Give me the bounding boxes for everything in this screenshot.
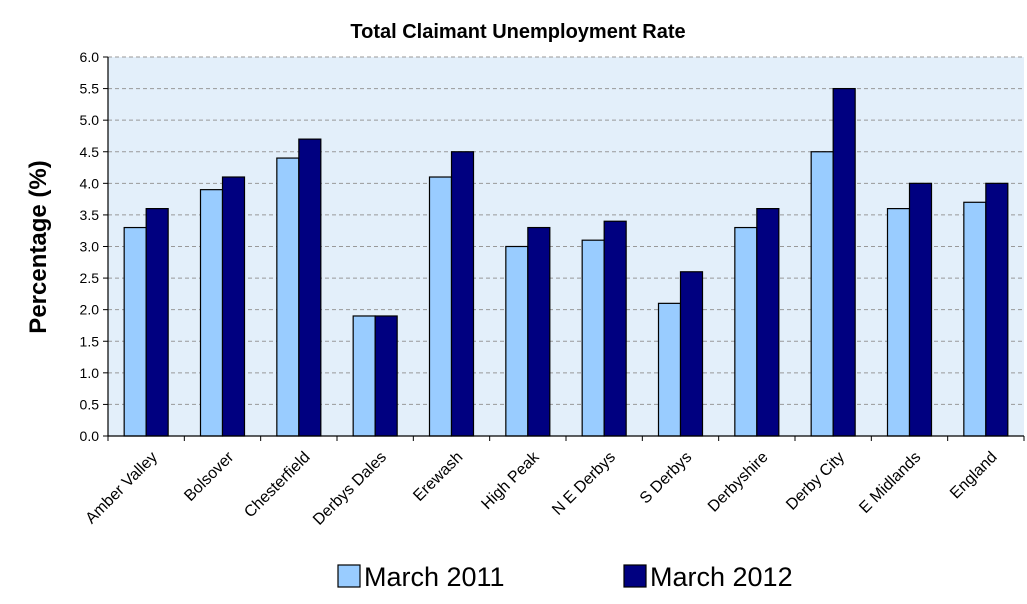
bar-march-2012 [221, 176, 246, 437]
x-tick-label: Bolsover [181, 448, 238, 505]
y-tick-label: 0.5 [80, 396, 100, 412]
x-tick-label: England [947, 449, 1001, 503]
bar-march-2012 [527, 226, 551, 437]
x-tick-label: High Peak [478, 448, 543, 513]
bar-march-2011 [886, 208, 911, 437]
bar-march-2011 [734, 226, 758, 437]
legend-swatch [623, 564, 647, 588]
bar-march-2012 [832, 87, 856, 437]
bar-march-2012 [374, 315, 398, 437]
y-tick-label: 0.0 [80, 428, 100, 444]
y-axis-label: Percentage (%) [25, 160, 52, 333]
bar-march-2012 [985, 182, 1009, 437]
bar-march-2011 [810, 151, 834, 437]
legend-swatch [337, 564, 361, 588]
bar-march-2011 [199, 189, 224, 437]
bar-march-2012 [298, 138, 322, 437]
y-tick-label: 6.0 [80, 49, 100, 65]
legend-label: March 2012 [650, 562, 793, 592]
y-tick-label: 4.5 [80, 144, 100, 160]
bar-march-2011 [352, 315, 376, 437]
bar-march-2012 [603, 220, 627, 437]
x-tick-label: Erewash [410, 449, 466, 505]
bar-march-2011 [963, 201, 987, 437]
bar-march-2011 [428, 176, 453, 437]
bar-march-2012 [679, 271, 704, 437]
y-tick-label: 4.0 [80, 175, 100, 191]
bar-march-2011 [505, 245, 529, 437]
y-tick-label: 1.5 [80, 333, 100, 349]
bar-march-2011 [581, 239, 605, 437]
legend-label: March 2011 [364, 562, 505, 592]
bar-march-2012 [908, 182, 933, 437]
bar-march-2011 [276, 157, 300, 437]
y-tick-label: 2.0 [80, 302, 100, 318]
y-tick-label: 5.5 [80, 81, 100, 97]
x-tick-label: Amber Valley [83, 449, 161, 527]
x-tick-label: N E Derbys [549, 449, 619, 519]
y-tick-label: 3.0 [80, 239, 100, 255]
bar-march-2012 [756, 208, 780, 437]
bar-march-2011 [123, 226, 147, 437]
y-tick-label: 1.0 [80, 365, 100, 381]
plot-area: 0.0 0.5 1.0 1.5 2.0 2.5 3.0 3.5 4.0 4.5 5.0 5.5 6.0 A… [80, 49, 1025, 529]
x-tick-label: Derby City [783, 449, 848, 514]
x-tick-label: Chesterfield [241, 449, 313, 521]
y-tick-label: 2.5 [80, 270, 100, 286]
chart-title: Total Claimant Unemployment Rate [350, 21, 685, 43]
bar-march-2012 [450, 151, 475, 437]
x-tick-label: Derbyshire [705, 449, 772, 516]
bar-march-2012 [145, 208, 169, 437]
x-tick-label: Derbys Dales [310, 449, 390, 529]
y-tick-label: 3.5 [80, 207, 100, 223]
bar-march-2011 [657, 302, 682, 437]
legend: March 2011 March 2012 [337, 562, 793, 592]
x-tick-label: E Midlands [856, 449, 924, 517]
y-tick-label: 5.0 [80, 112, 100, 128]
x-tick-label: S Derbys [637, 449, 696, 508]
